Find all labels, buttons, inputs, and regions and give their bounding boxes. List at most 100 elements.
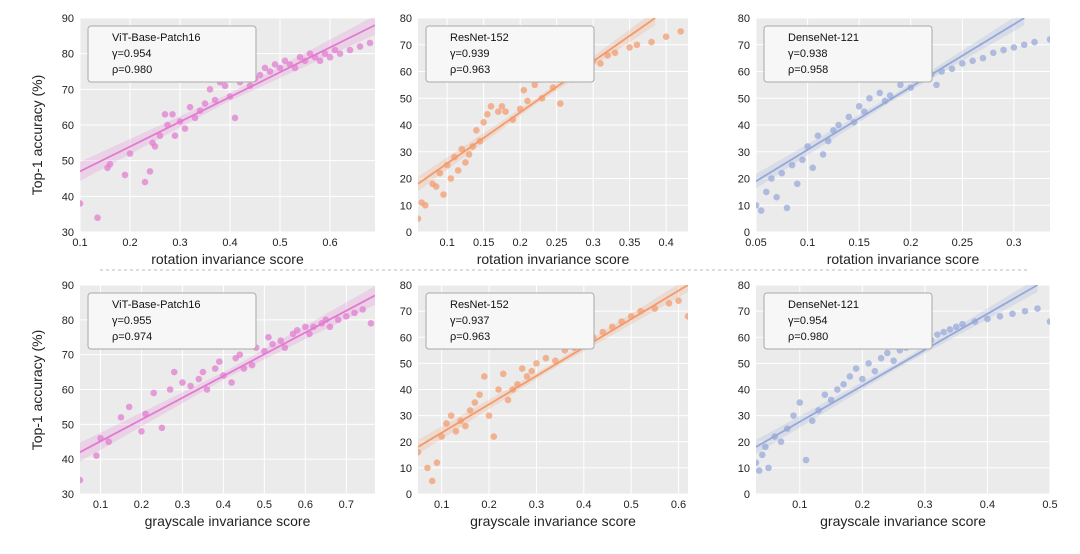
data-point: [835, 121, 842, 129]
y-tick-label: 70: [738, 306, 750, 318]
data-point: [452, 428, 460, 435]
regression-line: [418, 285, 688, 448]
data-point: [466, 407, 474, 414]
y-tick-label: 50: [62, 156, 74, 168]
data-point: [440, 191, 447, 198]
x-tick-label: 0.25: [952, 237, 973, 249]
y-tick-label: 60: [62, 120, 74, 132]
data-point: [757, 207, 765, 214]
data-point: [156, 132, 164, 139]
data-point: [458, 145, 466, 153]
data-point: [269, 340, 276, 348]
data-point: [762, 443, 769, 451]
x-tick-label: 0.6: [671, 499, 686, 511]
data-point: [454, 167, 462, 174]
legend-box: [763, 292, 933, 350]
data-point: [186, 103, 194, 111]
data-point: [326, 53, 334, 61]
y-tick-label: 70: [62, 84, 74, 96]
y-tick-label: 40: [62, 454, 74, 466]
data-point: [359, 306, 367, 313]
x-axis-label: grayscale invariance score: [470, 513, 636, 529]
data-point: [946, 326, 954, 333]
data-point: [480, 119, 487, 126]
data-point: [969, 57, 976, 65]
data-point: [778, 169, 786, 177]
data-point: [487, 102, 495, 110]
y-tick-label: 20: [738, 437, 750, 449]
data-point: [684, 313, 688, 320]
data-point: [871, 367, 879, 375]
data-point: [351, 309, 358, 317]
x-axis-label: rotation invariance score: [827, 251, 980, 267]
x-tick-label: 0.4: [980, 499, 995, 511]
data-point: [520, 86, 528, 94]
data-point: [845, 113, 853, 121]
data-point: [201, 100, 209, 107]
data-point: [897, 81, 904, 89]
data-point: [228, 379, 235, 386]
data-point: [834, 386, 841, 393]
data-point: [171, 132, 179, 139]
data-point: [979, 54, 987, 62]
x-tick-label: 0.2: [903, 237, 918, 249]
x-tick-label: 0.1: [72, 237, 87, 249]
x-tick-label: 0.35: [619, 237, 640, 249]
data-point: [1020, 41, 1028, 49]
legend-rho: ρ=0.963: [450, 64, 490, 76]
data-point: [356, 43, 364, 50]
data-point: [802, 456, 810, 464]
data-point: [528, 367, 535, 375]
data-point: [952, 323, 960, 331]
data-point: [443, 420, 450, 427]
regression-line: [756, 18, 1025, 182]
legend-gamma: γ=0.937: [450, 315, 489, 327]
data-point: [94, 214, 101, 222]
data-point: [276, 64, 284, 72]
data-point: [191, 114, 199, 122]
data-point: [523, 373, 531, 380]
x-tick-label: 0.6: [298, 499, 313, 511]
data-point: [334, 316, 342, 324]
data-point: [948, 65, 956, 73]
y-axis-label-top: Top-1 accuracy (%): [29, 75, 45, 196]
data-point: [141, 178, 149, 186]
data-point: [236, 351, 244, 358]
data-point: [611, 49, 619, 57]
x-tick-label: 0.6: [322, 237, 337, 249]
data-point: [447, 412, 455, 419]
data-point: [989, 49, 997, 57]
x-tick-label: 0.4: [576, 499, 591, 511]
y-tick-label: 60: [738, 332, 750, 344]
data-point: [166, 386, 174, 393]
legend-rho: ρ=0.980: [112, 64, 152, 76]
y-tick-label: 30: [400, 147, 412, 159]
chart-panel-6: 0.1 0.2 0.3 0.4 0.5 0 10 20 30 40 50 60 70 80 grayscal…: [738, 280, 1058, 529]
confidence-band: [756, 285, 1038, 455]
y-tick-label: 70: [738, 40, 750, 52]
data-point: [211, 96, 219, 104]
data-point: [890, 357, 897, 365]
data-point: [877, 354, 885, 362]
data-point: [796, 399, 804, 406]
x-tick-label: 0.15: [473, 237, 494, 249]
data-point: [296, 53, 304, 61]
y-tick-label: 70: [400, 306, 412, 318]
data-point: [476, 391, 483, 399]
data-point: [824, 137, 832, 145]
data-point: [763, 188, 770, 196]
y-tick-label: 0: [744, 489, 750, 501]
y-tick-label: 20: [400, 174, 412, 186]
data-point: [777, 438, 785, 446]
y-tick-label: 10: [738, 200, 750, 212]
y-tick-label: 10: [400, 200, 412, 212]
y-tick-label: 30: [62, 227, 74, 239]
data-point: [1010, 44, 1018, 51]
chart-panel-3: 0.05 0.1 0.15 0.2 0.25 0.3 0 10 20 30 40 50 60 70 80 ro…: [738, 13, 1050, 267]
data-point: [462, 422, 469, 430]
data-point: [819, 151, 827, 158]
x-tick-label: 0.5: [272, 237, 287, 249]
data-point: [436, 169, 444, 177]
data-point: [170, 368, 178, 376]
